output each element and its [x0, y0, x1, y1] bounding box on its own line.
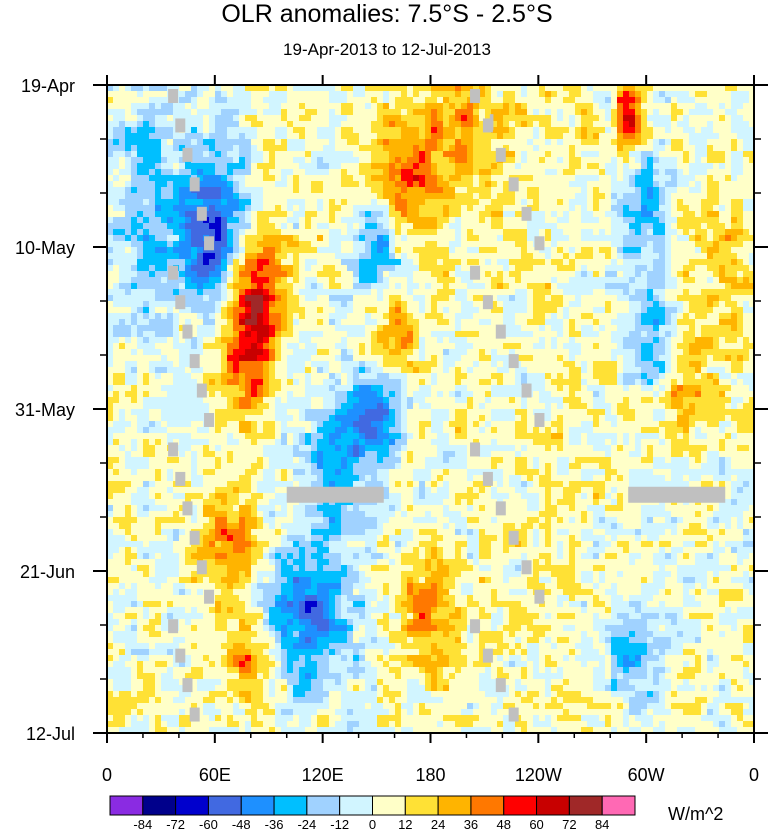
missing-data-streak	[189, 354, 200, 369]
missing-data-streak	[168, 265, 179, 280]
missing-data-streak	[495, 678, 506, 693]
colorbar-swatch	[437, 795, 472, 816]
colorbar-label: 36	[464, 817, 478, 832]
colorbar-swatch	[306, 795, 341, 816]
colorbar-swatch	[536, 795, 570, 816]
colorbar-label: 12	[398, 817, 412, 832]
y-tick-label: 19-Apr	[21, 76, 75, 96]
missing-data-streak	[521, 560, 532, 575]
missing-data-streak	[204, 589, 215, 604]
colorbar-swatch	[503, 795, 538, 816]
missing-data-streak	[495, 324, 506, 339]
missing-data-streak	[534, 589, 545, 604]
colorbar-label: 0	[369, 817, 376, 832]
chart-title: OLR anomalies: 7.5°S - 2.5°S	[221, 0, 553, 28]
colorbar-label: 84	[595, 817, 609, 832]
missing-data-streak	[182, 501, 193, 516]
missing-data-bar	[628, 486, 726, 503]
missing-data-bar	[286, 486, 384, 503]
colorbar-label: 48	[497, 817, 511, 832]
missing-data-streak	[508, 707, 519, 722]
missing-data-streak	[470, 442, 481, 457]
colorbar-swatch	[372, 795, 406, 816]
missing-data-streak	[534, 236, 545, 251]
missing-data-streak	[482, 295, 493, 310]
missing-data-streak	[168, 619, 179, 634]
x-tick-label: 0	[102, 765, 112, 785]
missing-data-streak	[482, 118, 493, 133]
x-tick-label: 0	[749, 765, 759, 785]
missing-data-streak	[521, 383, 532, 398]
colorbar-swatch	[273, 795, 308, 816]
missing-data-streak	[175, 471, 186, 486]
colorbar-units: W/m^2	[668, 804, 723, 824]
missing-data-streak	[508, 354, 519, 369]
x-tick-label: 60E	[199, 765, 231, 785]
missing-data-streak	[196, 560, 207, 575]
missing-data-streak	[482, 648, 493, 663]
chart-subtitle: 19-Apr-2013 to 12-Jul-2013	[283, 40, 491, 59]
missing-data-streak	[182, 678, 193, 693]
colorbar-label: -36	[265, 817, 284, 832]
missing-data-streak	[189, 707, 200, 722]
missing-data-streak	[196, 383, 207, 398]
missing-data-streak	[189, 177, 200, 192]
colorbar-label: 24	[431, 817, 445, 832]
x-axis: 0 60E 120E 180 120W 60W 0	[102, 75, 759, 785]
missing-data-streak	[196, 206, 207, 221]
x-tick-label: 120E	[302, 765, 344, 785]
missing-data-streak	[189, 530, 200, 545]
colorbar-swatch	[207, 795, 242, 816]
y-tick-label: 12-Jul	[26, 724, 75, 744]
colorbar-label: -48	[232, 817, 251, 832]
y-tick-label: 21-Jun	[20, 562, 75, 582]
colorbar-swatch	[240, 795, 275, 816]
missing-data-streak	[534, 413, 545, 427]
colorbar-label: -60	[199, 817, 218, 832]
x-tick-label: 120W	[515, 765, 562, 785]
colorbar-swatch	[339, 795, 373, 816]
missing-data-streak	[175, 648, 186, 663]
missing-data-streak	[495, 501, 506, 516]
missing-data-streak	[182, 324, 193, 339]
missing-data-overlay	[168, 89, 726, 722]
missing-data-streak	[521, 206, 532, 221]
missing-data-streak	[470, 89, 481, 103]
colorbar-swatch	[601, 795, 636, 816]
missing-data-streak	[204, 413, 215, 427]
missing-data-streak	[470, 265, 481, 280]
missing-data-streak	[482, 471, 493, 486]
colorbar-swatch	[175, 795, 209, 816]
colorbar-swatch	[142, 795, 177, 816]
anomaly-field	[107, 85, 754, 733]
colorbar-label: 60	[529, 817, 543, 832]
missing-data-streak	[175, 118, 186, 133]
missing-data-streak	[495, 147, 506, 162]
missing-data-streak	[508, 530, 519, 545]
colorbar-label: -84	[133, 817, 152, 832]
colorbar: -84 -72 -60 -48 -36 -24 -12 0 12 24 36 48 60 72 84	[109, 795, 636, 832]
colorbar-label: -24	[297, 817, 316, 832]
colorbar-label: -72	[166, 817, 185, 832]
missing-data-streak	[168, 89, 179, 103]
y-axis: 19-Apr 10-May 31-May 21-Jun 12-Jul	[15, 76, 768, 744]
missing-data-streak	[508, 177, 519, 192]
missing-data-streak	[175, 295, 186, 310]
y-tick-label: 31-May	[15, 400, 75, 420]
y-tick-label: 10-May	[15, 238, 75, 258]
missing-data-streak	[470, 619, 481, 634]
x-tick-label: 60W	[628, 765, 665, 785]
colorbar-label: 72	[562, 817, 576, 832]
colorbar-swatch	[470, 795, 505, 816]
colorbar-swatch	[568, 795, 603, 816]
colorbar-label: -12	[330, 817, 349, 832]
missing-data-streak	[168, 442, 179, 457]
missing-data-streak	[204, 236, 215, 251]
colorbar-swatch	[404, 795, 439, 816]
x-tick-label: 180	[415, 765, 445, 785]
colorbar-swatch	[109, 795, 144, 816]
missing-data-streak	[182, 147, 193, 162]
